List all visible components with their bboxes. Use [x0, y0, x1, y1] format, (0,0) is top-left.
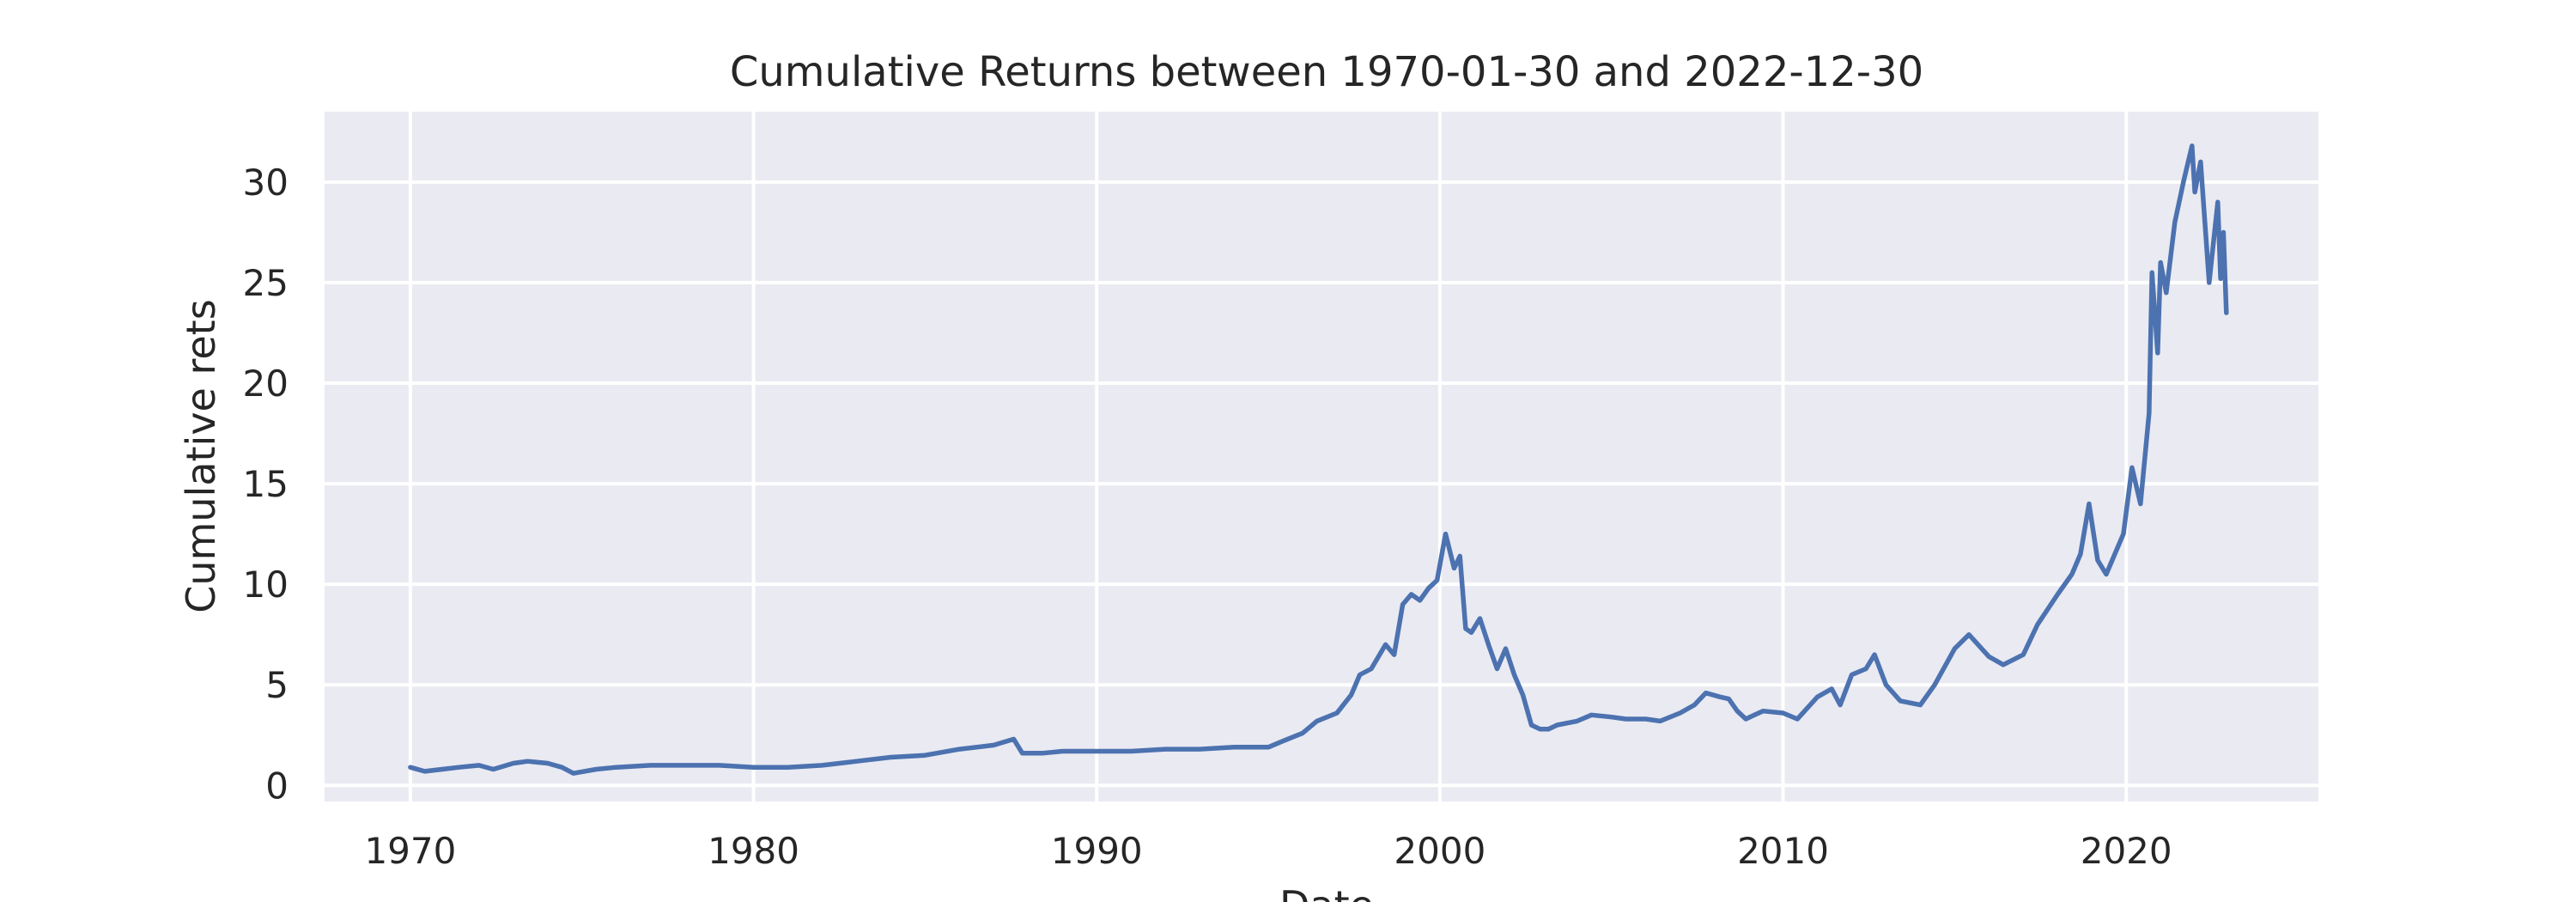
y-tick-label: 30	[243, 162, 289, 204]
plot-area	[325, 112, 2318, 801]
y-tick-labels: 0 5 10 15 20 25 30	[243, 162, 289, 807]
y-tick-label: 15	[243, 463, 289, 505]
y-tick-label: 5	[265, 664, 289, 706]
x-tick-label: 1980	[708, 830, 799, 872]
cumulative-returns-line	[408, 143, 2229, 776]
x-tick-label: 2020	[2081, 830, 2172, 872]
chart-title: Cumulative Returns between 1970-01-30 an…	[730, 48, 1923, 96]
y-tick-label: 0	[265, 765, 289, 807]
y-gridlines	[325, 180, 2318, 788]
y-tick-label: 25	[243, 262, 289, 304]
y-tick-label: 10	[243, 564, 289, 606]
x-tick-label: 1990	[1051, 830, 1143, 872]
x-tick-label: 2010	[1737, 830, 1829, 872]
x-tick-label: 2000	[1394, 830, 1485, 872]
x-tick-labels: 1970 1980 1990 2000 2010 2020	[364, 830, 2172, 872]
y-tick-label: 20	[243, 363, 289, 405]
y-axis-label: Cumulative rets	[178, 299, 224, 613]
x-tick-label: 1970	[364, 830, 456, 872]
x-axis-label: Date	[1279, 882, 1374, 902]
